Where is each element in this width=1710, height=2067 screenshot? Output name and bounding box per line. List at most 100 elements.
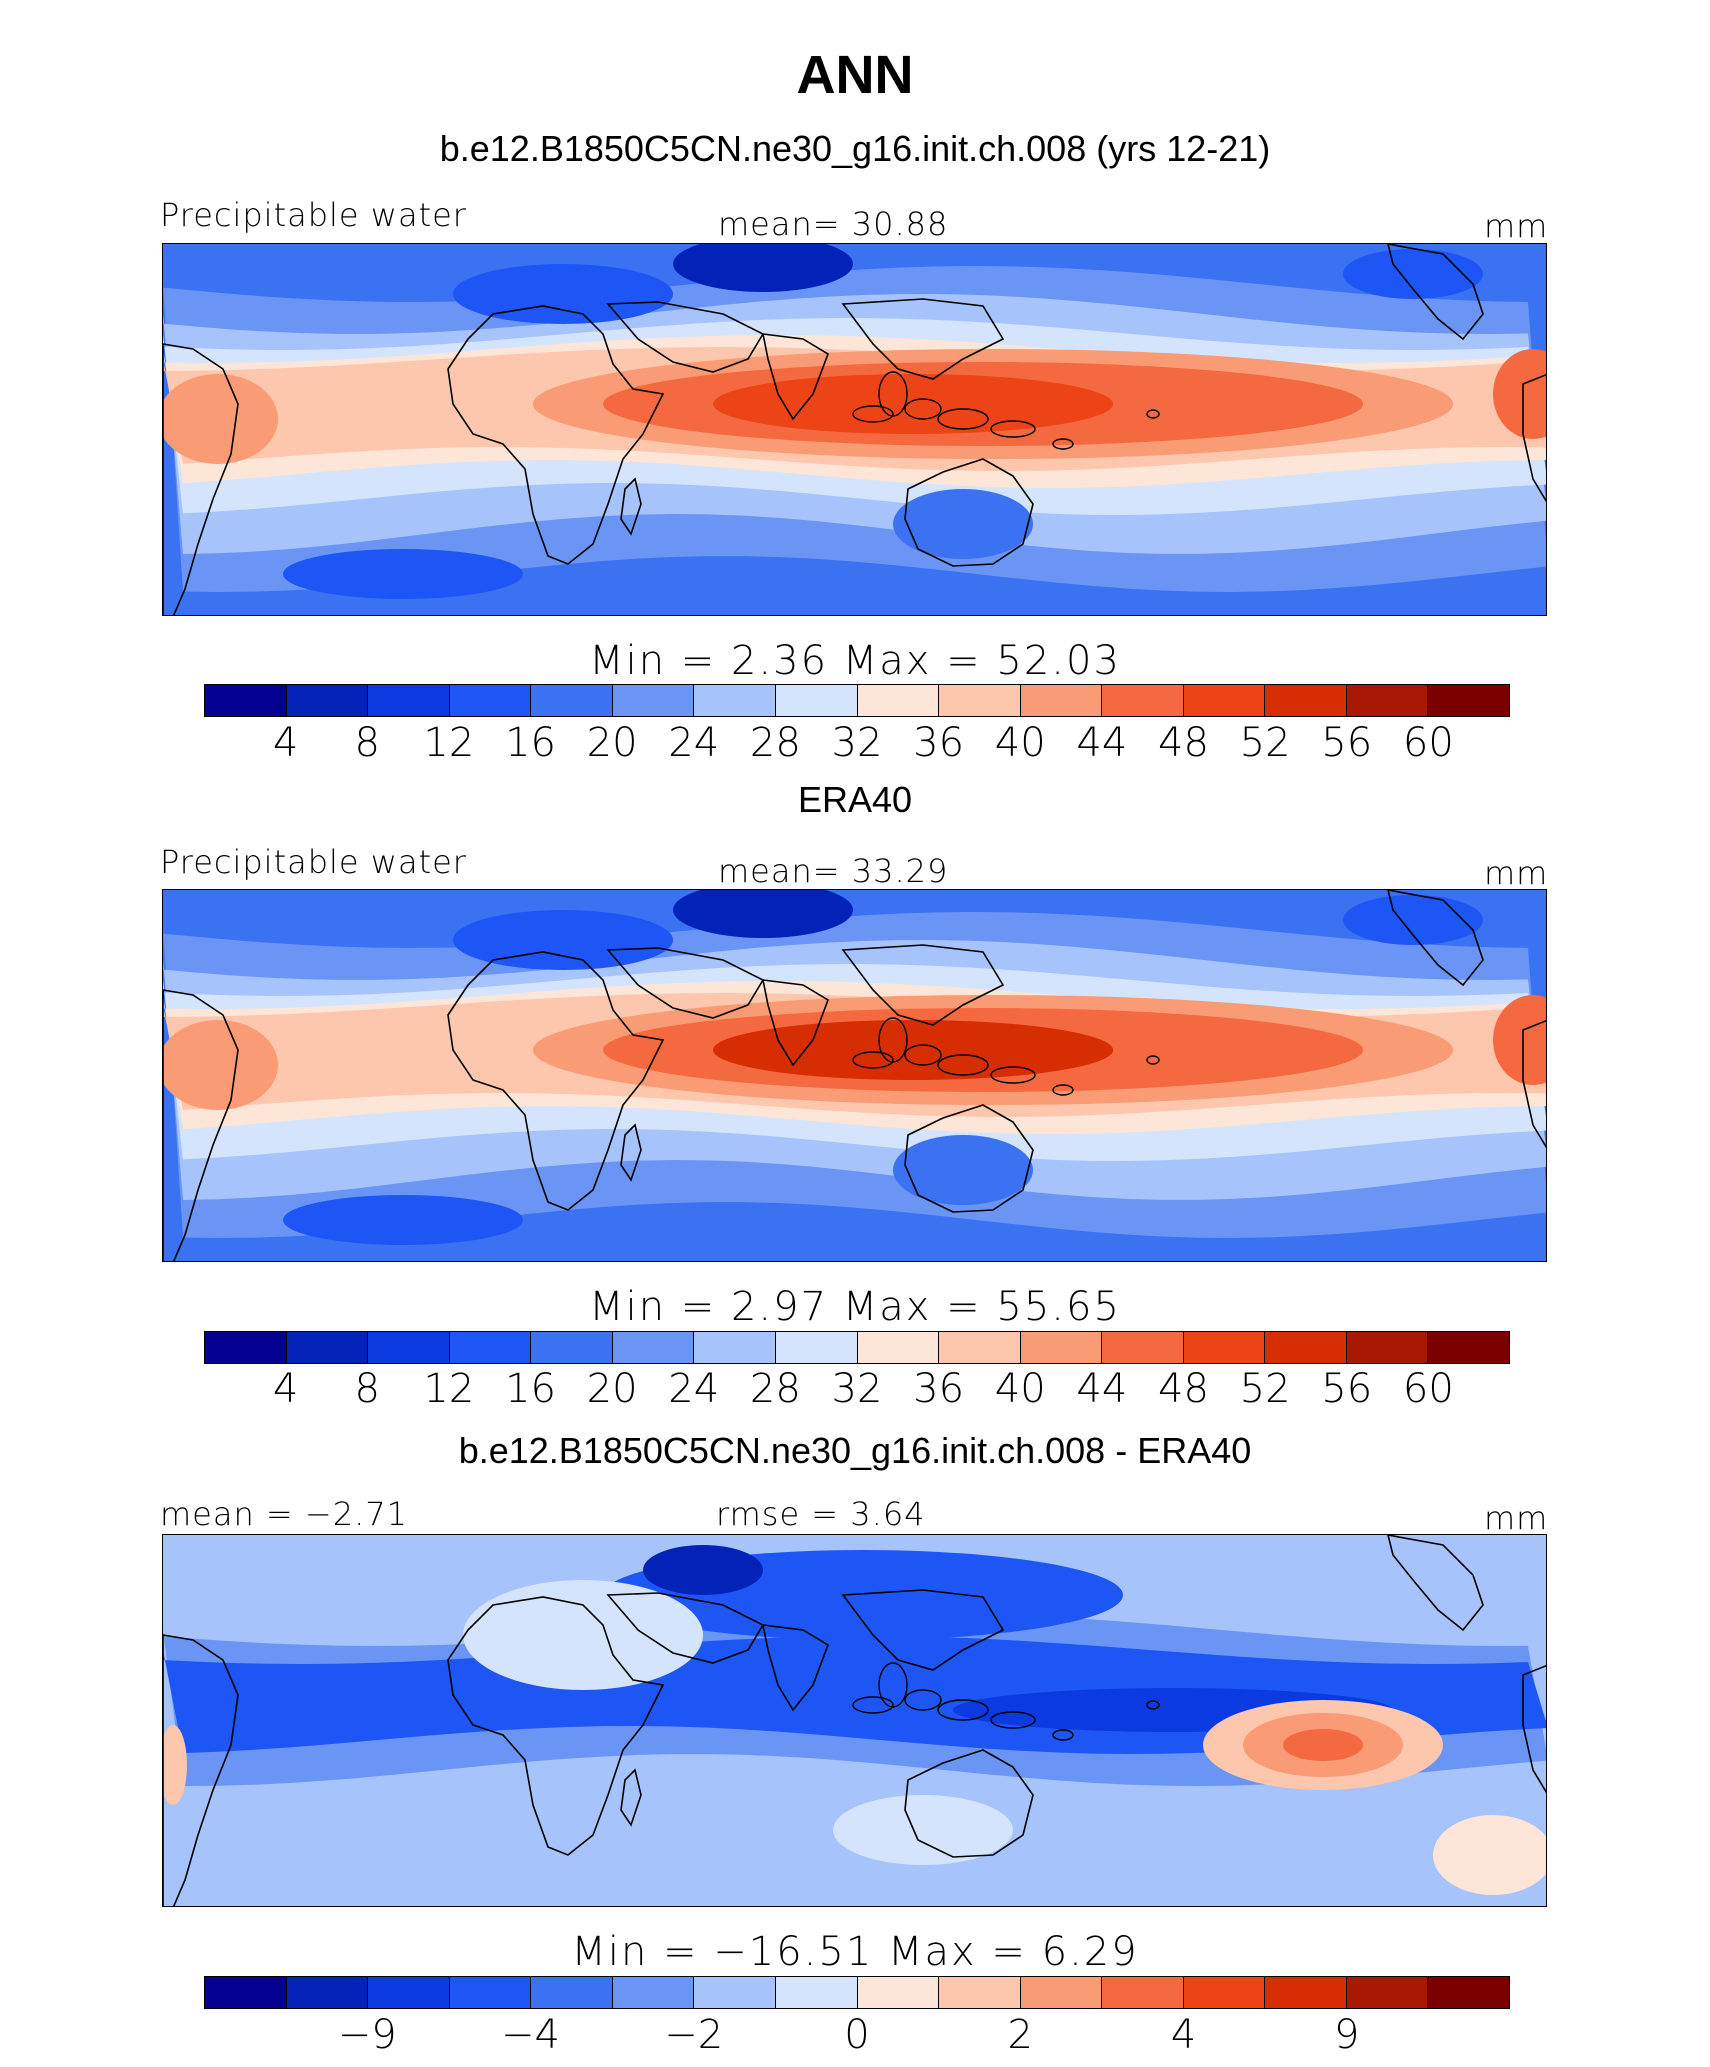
colorbar-tick-label: 60 — [1402, 1366, 1454, 1412]
colorbar-tick-label: 12 — [423, 1366, 475, 1412]
coastline — [761, 979, 829, 1067]
colorbar-swatch — [939, 1332, 1021, 1363]
colorbar-tick-label: 16 — [505, 1366, 556, 1412]
colorbar-swatch — [205, 1332, 287, 1363]
contour-band — [1493, 995, 1546, 1085]
colorbar-swatch — [857, 685, 940, 716]
colorbar-swatch — [694, 685, 776, 716]
panel-3-contour-plot — [163, 1535, 1546, 1906]
colorbar-swatch — [205, 1977, 287, 2008]
coastline — [620, 1123, 642, 1182]
panel-2-unit-label: mm — [1484, 854, 1549, 892]
colorbar-tick-label: 0 — [844, 2012, 870, 2058]
panel-2-colorbar — [204, 1331, 1510, 1364]
coastline — [841, 1589, 1005, 1671]
panel-2-contour-plot — [163, 890, 1546, 1261]
colorbar-swatch — [205, 685, 287, 716]
colorbar-tick-label: 52 — [1239, 1366, 1291, 1412]
colorbar-tick-label: 2 — [1007, 2012, 1033, 2058]
panel-1-unit-label: mm — [1484, 207, 1549, 245]
island-coastline — [852, 1696, 894, 1714]
contour-band — [163, 374, 278, 464]
colorbar-swatch — [531, 685, 613, 716]
colorbar-swatch — [1020, 685, 1103, 716]
colorbar-swatch — [1346, 685, 1429, 716]
island-coastline — [904, 1044, 942, 1066]
coastline — [620, 477, 642, 536]
colorbar-tick-label: 44 — [1076, 720, 1128, 766]
contour-band — [463, 1580, 703, 1690]
colorbar-tick-label: −4 — [501, 2012, 560, 2058]
coastline — [1387, 1535, 1484, 1632]
panel-1-min-max: Min = 2.36 Max = 52.03 — [589, 638, 1121, 684]
colorbar-swatch — [531, 1977, 613, 2008]
colorbar-swatch — [286, 1332, 369, 1363]
colorbar-swatch — [1020, 1332, 1103, 1363]
contour-band — [453, 910, 673, 970]
colorbar-swatch — [612, 1332, 695, 1363]
panel-3-min-max: Min = −16.51 Max = 6.29 — [571, 1929, 1139, 1975]
island-coastline — [878, 1017, 908, 1063]
coastline — [1522, 1664, 1546, 1794]
colorbar-swatch — [1183, 685, 1266, 716]
coastline — [841, 298, 1005, 380]
contour-band — [283, 1195, 523, 1245]
coastline — [606, 301, 765, 373]
contour-band — [1343, 249, 1483, 299]
contour-band — [163, 1020, 278, 1110]
colorbar-swatch — [1346, 1977, 1429, 2008]
colorbar-tick-label: 8 — [354, 720, 380, 766]
contour-band — [713, 1020, 1113, 1080]
contour-band — [1493, 349, 1546, 439]
panel-2-heading: ERA40 — [797, 779, 913, 820]
colorbar-swatch — [1428, 1977, 1509, 2008]
colorbar-swatch — [775, 685, 858, 716]
panel-3-colorbar-ticks: −9 −4 −2 0 2 4 9 — [204, 2012, 1510, 2058]
coastline — [163, 343, 239, 615]
colorbar-tick-label: 32 — [831, 720, 883, 766]
colorbar-tick-label: 20 — [586, 720, 638, 766]
island-coastline — [1146, 1055, 1160, 1065]
colorbar-swatch — [1265, 1332, 1347, 1363]
colorbar-tick-label: 9 — [1334, 2012, 1360, 2058]
contour-band — [713, 374, 1113, 434]
colorbar-swatch — [286, 685, 369, 716]
coastline — [163, 1634, 239, 1906]
colorbar-tick-label: 56 — [1321, 720, 1373, 766]
colorbar-tick-label: 8 — [354, 1366, 380, 1412]
colorbar-swatch — [775, 1332, 858, 1363]
panel-3-heading: b.e12.B1850C5CN.ne30_g16.init.ch.008 - E… — [458, 1430, 1252, 1471]
colorbar-swatch — [1102, 685, 1184, 716]
colorbar-swatch — [368, 685, 450, 716]
contour-band — [673, 244, 853, 292]
contour-band — [1283, 1729, 1363, 1761]
island-coastline — [904, 1689, 942, 1711]
panel-3-map — [162, 1534, 1547, 1907]
coastline — [761, 1624, 829, 1712]
colorbar-swatch — [857, 1332, 940, 1363]
coastline — [620, 1768, 642, 1827]
colorbar-tick-label: 16 — [505, 720, 556, 766]
island-coastline — [852, 405, 894, 423]
colorbar-swatch — [1428, 685, 1509, 716]
island-coastline — [1146, 409, 1160, 419]
colorbar-tick-label: 24 — [668, 720, 720, 766]
panel-2-colorbar-ticks: 4 8 12 16 20 24 28 32 36 40 44 48 52 56 60 — [204, 1366, 1510, 1412]
colorbar-tick-label: 60 — [1402, 720, 1454, 766]
colorbar-swatch — [775, 1977, 858, 2008]
contour-band — [893, 489, 1033, 559]
island-coastline — [1052, 1084, 1074, 1096]
colorbar-tick-label: 24 — [668, 1366, 720, 1412]
panel-2-variable-label: Precipitable water — [160, 843, 467, 881]
colorbar-swatch — [1020, 1977, 1103, 2008]
colorbar-swatch — [857, 1977, 940, 2008]
colorbar-swatch — [1265, 685, 1347, 716]
island-coastline — [1146, 1700, 1160, 1710]
colorbar-swatch — [1428, 1332, 1509, 1363]
coastline — [1522, 373, 1546, 503]
colorbar-tick-label: 40 — [994, 1366, 1046, 1412]
panel-3-rmse-label: rmse = 3.64 — [716, 1495, 926, 1533]
coastline — [447, 1596, 665, 1856]
colorbar-tick-label: 20 — [586, 1366, 638, 1412]
